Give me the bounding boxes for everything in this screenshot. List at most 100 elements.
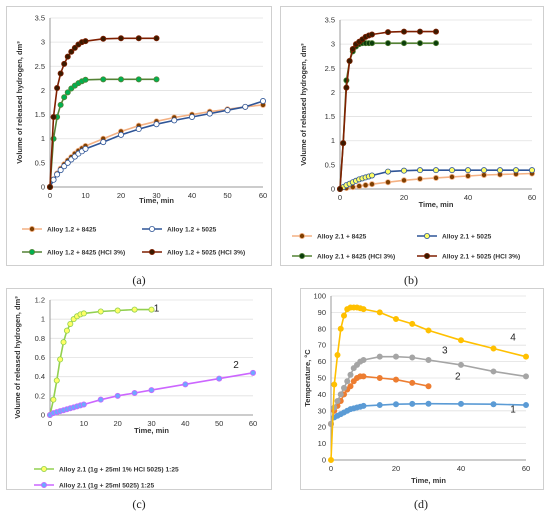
- data-point: [368, 31, 375, 38]
- legend-entry-label: Alloy 2.1 + 5025: [442, 234, 492, 241]
- data-point: [50, 113, 57, 120]
- y-tick-label: 0.2: [35, 391, 45, 400]
- data-point: [457, 361, 464, 368]
- x-tick-label: 30: [147, 419, 155, 428]
- y-tick-label: 0: [331, 185, 335, 194]
- caption-b: (b): [404, 273, 418, 287]
- data-point: [54, 85, 61, 92]
- data-point: [100, 76, 107, 83]
- chart-d: 0 10 20 30 40 50 60 70 80 90 100 0 20 40 60 Time, min Te…: [303, 292, 530, 486]
- data-point: [118, 76, 125, 83]
- series-line-3: [330, 355, 527, 425]
- data-point: [148, 306, 155, 313]
- data-point: [131, 389, 138, 396]
- series-line-4: [339, 30, 436, 190]
- y-tick-label: 2.5: [35, 62, 45, 71]
- y-tick-label: 0: [322, 456, 326, 465]
- legend-swatch-marker: [423, 252, 430, 259]
- data-point: [64, 89, 71, 96]
- data-point: [432, 167, 439, 174]
- data-point: [97, 308, 104, 315]
- data-point: [457, 400, 464, 407]
- data-point: [118, 131, 125, 138]
- x-tick-label: 60: [522, 464, 530, 473]
- data-point: [360, 356, 367, 363]
- data-point: [392, 376, 399, 383]
- legend-swatch-marker: [148, 248, 155, 255]
- y-tick-label: 40: [318, 390, 326, 399]
- y-tick-label: 0.6: [35, 353, 45, 362]
- data-point: [97, 396, 104, 403]
- x-tick-label: 40: [188, 191, 196, 200]
- data-point: [153, 35, 160, 42]
- x-axis-title: Time, min: [411, 476, 446, 485]
- data-point: [61, 60, 68, 67]
- data-point: [344, 378, 351, 385]
- curve-number-label: 3: [442, 345, 448, 356]
- x-tick-label: 60: [249, 419, 257, 428]
- curve-number-label: 2: [233, 360, 239, 371]
- data-point: [57, 101, 64, 108]
- data-point: [68, 48, 75, 55]
- data-point: [464, 172, 471, 179]
- data-point: [409, 354, 416, 361]
- y-tick-label: 60: [318, 357, 326, 366]
- legend-entry-label: Alloy 1.2 + 8425 (HCl 3%): [47, 250, 125, 257]
- chart-a: 0 0.5 1 1.5 2 2.5 3 3.5 0 10 20 30 40 50 60 Time, min Vo…: [15, 14, 267, 257]
- data-point: [80, 401, 87, 408]
- data-point: [384, 40, 391, 47]
- data-point: [356, 183, 363, 190]
- data-point: [384, 168, 391, 175]
- x-tick-label: 60: [259, 191, 267, 200]
- y-axis-title: Temperature, °C: [303, 349, 312, 407]
- x-tick-label: 50: [223, 191, 231, 200]
- y-tick-label: 2: [41, 86, 45, 95]
- data-point: [448, 173, 455, 180]
- data-point: [392, 401, 399, 408]
- data-point: [376, 402, 383, 409]
- y-tick-label: 0.8: [35, 334, 45, 343]
- legend-entry-label: Alloy 2.1 + 5025 (HCl 3%): [442, 254, 520, 261]
- data-point: [346, 58, 353, 65]
- x-tick-label: 0: [329, 464, 333, 473]
- data-point: [331, 381, 338, 388]
- y-tick-label: 0.5: [325, 160, 335, 169]
- x-tick-label: 0: [338, 193, 342, 202]
- data-point: [337, 391, 344, 398]
- data-point: [529, 167, 536, 174]
- data-point: [61, 163, 68, 170]
- data-point: [432, 174, 439, 181]
- y-tick-label: 0.5: [35, 158, 45, 167]
- y-tick-label: 30: [318, 406, 326, 415]
- data-point: [376, 353, 383, 360]
- legend-swatch-marker: [298, 252, 305, 259]
- data-point: [347, 371, 354, 378]
- x-tick-label: 20: [113, 419, 121, 428]
- legend-swatch-marker: [41, 481, 48, 488]
- y-tick-label: 3: [331, 40, 335, 49]
- data-point: [490, 368, 497, 375]
- x-tick-label: 10: [81, 191, 89, 200]
- y-tick-label: 80: [318, 324, 326, 333]
- data-point: [392, 353, 399, 360]
- x-tick-label: 30: [152, 191, 160, 200]
- data-point: [360, 402, 367, 409]
- data-point: [409, 320, 416, 327]
- data-point: [432, 40, 439, 47]
- y-tick-label: 1: [41, 134, 45, 143]
- legend-entry-label: Alloy 2.1 (1g + 25ml 1% HCl 5025) 1:25: [59, 467, 179, 474]
- data-point: [82, 76, 89, 83]
- data-point: [416, 167, 423, 174]
- data-point: [82, 38, 89, 45]
- curve-number-label: 1: [154, 304, 160, 315]
- chart-panel-d: [300, 288, 544, 490]
- y-tick-label: 100: [313, 292, 326, 301]
- y-tick-label: 3.5: [35, 14, 45, 23]
- curve-number-label: 1: [510, 404, 516, 415]
- data-point: [496, 167, 503, 174]
- data-point: [384, 179, 391, 186]
- data-point: [57, 70, 64, 77]
- data-point: [47, 183, 54, 190]
- data-point: [242, 103, 249, 110]
